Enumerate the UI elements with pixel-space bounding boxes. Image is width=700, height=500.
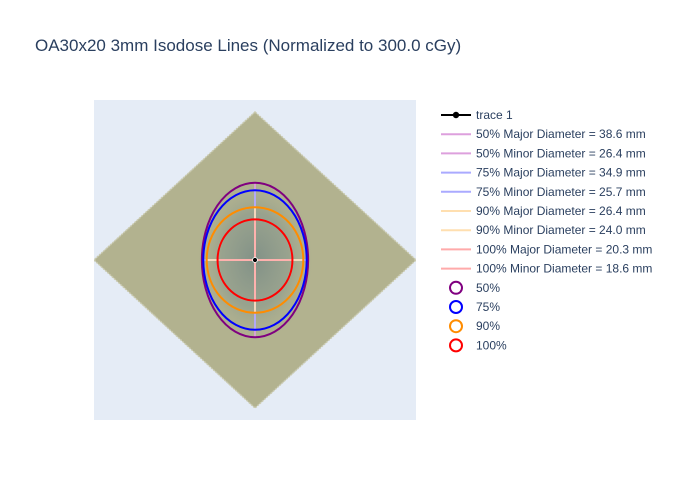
legend-label: trace 1 xyxy=(476,108,513,122)
center-point-marker xyxy=(252,257,258,263)
plot-area xyxy=(94,110,416,410)
legend-label: 90% Major Diameter = 26.4 mm xyxy=(476,204,646,218)
isodose-contour xyxy=(202,189,308,331)
isodose-contour xyxy=(216,218,294,302)
legend-label: 75% Minor Diameter = 25.7 mm xyxy=(476,185,646,199)
legend-label: 100% Minor Diameter = 18.6 mm xyxy=(476,262,652,276)
legend-label: 90% Minor Diameter = 24.0 mm xyxy=(476,223,646,237)
legend-label: 75% xyxy=(476,300,500,314)
isodose-contour xyxy=(200,181,310,339)
legend-label: 50% Minor Diameter = 26.4 mm xyxy=(476,146,646,160)
legend-label: 100% xyxy=(476,338,507,352)
legend-label: 100% Major Diameter = 20.3 mm xyxy=(476,242,652,256)
chart-title: OA30x20 3mm Isodose Lines (Normalized to… xyxy=(35,36,461,55)
legend-circle-symbol xyxy=(449,338,463,353)
legend-circle-symbol xyxy=(449,300,463,314)
legend-label: 50% xyxy=(476,281,500,295)
legend-circle-symbol xyxy=(449,280,463,295)
isodose-contour xyxy=(205,206,305,314)
legend-circle-symbol xyxy=(449,319,463,334)
legend: trace 1 50% Major Diameter = 38.6 mm 50% M… xyxy=(441,108,652,353)
legend-label: 90% xyxy=(476,319,500,333)
legend-label: 75% Major Diameter = 34.9 mm xyxy=(476,166,646,180)
legend-label: 50% Major Diameter = 38.6 mm xyxy=(476,127,646,141)
legend-marker-symbol xyxy=(452,111,460,119)
